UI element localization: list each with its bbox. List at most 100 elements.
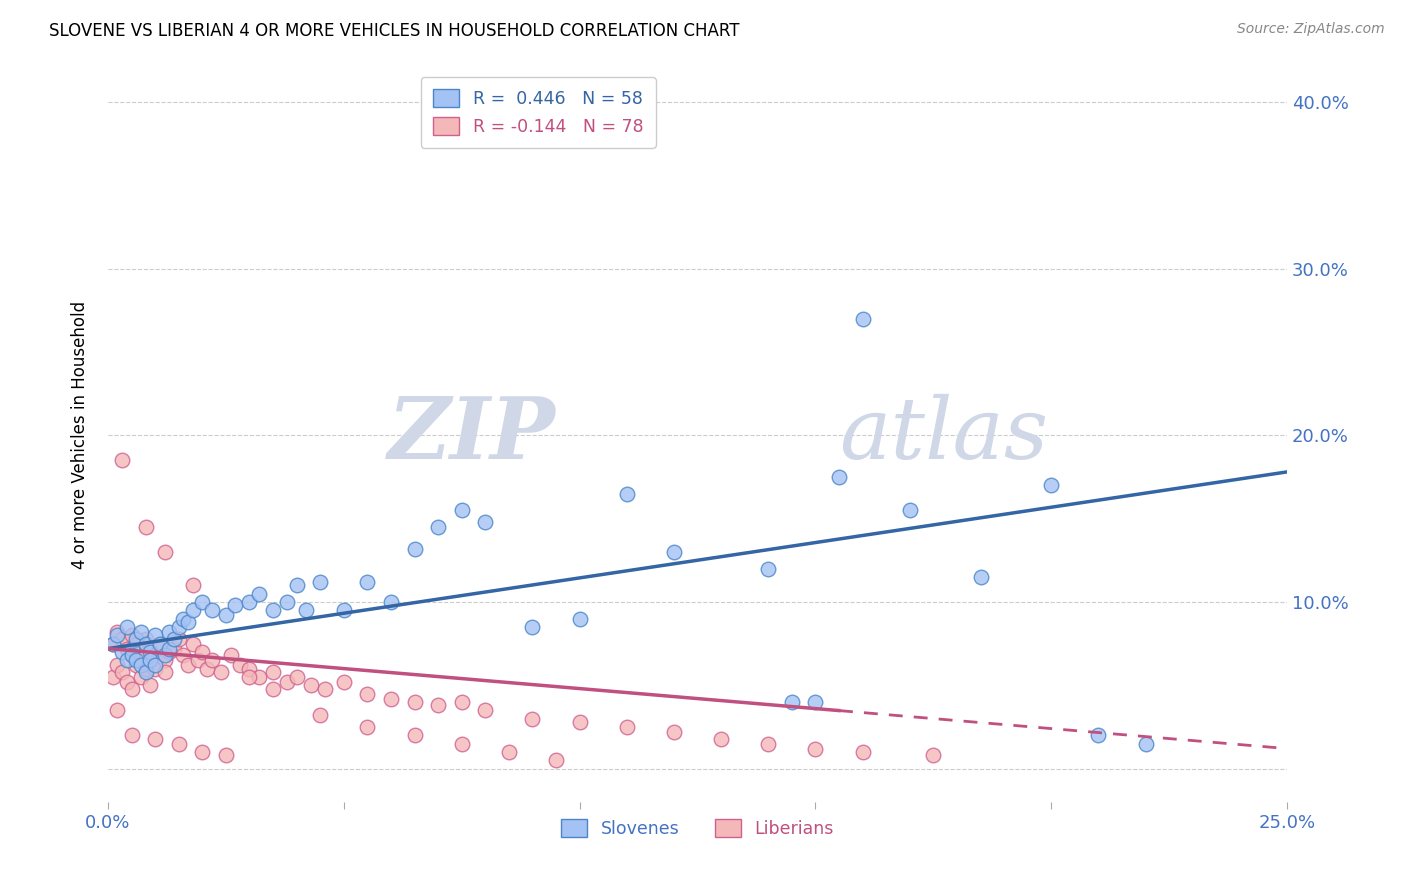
Point (181, 578, 204, 592)
Point (153, 545, 176, 559)
Point (143, 648, 166, 663)
Point (143, 628, 166, 642)
Point (450, 503, 472, 517)
Point (262, 603, 284, 617)
Point (201, 603, 224, 617)
Point (143, 731, 166, 746)
Point (215, 608, 238, 623)
Point (404, 541, 426, 556)
Point (333, 603, 356, 617)
Point (380, 595, 402, 609)
Point (121, 648, 143, 663)
Point (404, 728, 426, 742)
Point (172, 648, 194, 663)
Point (356, 574, 378, 589)
Point (163, 641, 186, 656)
Point (544, 753, 567, 767)
Point (662, 725, 685, 739)
Point (191, 595, 214, 609)
Point (309, 708, 332, 723)
Point (187, 653, 209, 667)
Point (143, 658, 166, 673)
Point (852, 745, 875, 759)
Point (201, 653, 224, 667)
Point (898, 503, 921, 517)
Legend: Slovenes, Liberians: Slovenes, Liberians (554, 812, 841, 845)
Point (780, 695, 803, 709)
Point (125, 636, 148, 650)
Point (262, 681, 284, 696)
Point (143, 662, 166, 676)
Point (177, 658, 200, 673)
Point (498, 745, 520, 759)
Point (111, 665, 134, 679)
Point (167, 632, 190, 646)
Point (115, 653, 138, 667)
Point (125, 658, 148, 673)
Point (616, 486, 638, 500)
Point (121, 641, 143, 656)
Point (285, 670, 308, 684)
Point (177, 615, 200, 629)
Point (522, 712, 544, 726)
Point (139, 641, 162, 656)
Point (276, 595, 298, 609)
Point (111, 453, 134, 467)
Point (568, 714, 591, 729)
Point (828, 470, 851, 484)
Point (450, 695, 472, 709)
Point (139, 678, 162, 692)
Text: SLOVENE VS LIBERIAN 4 OR MORE VEHICLES IN HOUSEHOLD CORRELATION CHART: SLOVENE VS LIBERIAN 4 OR MORE VEHICLES I… (49, 22, 740, 40)
Point (149, 636, 172, 650)
Point (247, 670, 270, 684)
Point (522, 620, 544, 634)
Point (167, 620, 190, 634)
Point (215, 748, 238, 763)
Point (756, 737, 779, 751)
Point (299, 678, 322, 692)
Point (309, 574, 332, 589)
Point (129, 670, 152, 684)
Point (121, 681, 143, 696)
Point (356, 720, 378, 734)
Point (804, 741, 827, 756)
Point (121, 628, 143, 642)
Point (139, 653, 162, 667)
Point (285, 578, 308, 592)
Point (568, 611, 591, 625)
Point (804, 695, 827, 709)
Point (427, 698, 450, 713)
Point (129, 658, 152, 673)
Point (135, 520, 157, 534)
Point (153, 653, 176, 667)
Point (756, 561, 779, 575)
Point (129, 624, 152, 639)
Point (181, 603, 204, 617)
Point (163, 632, 186, 646)
Point (224, 599, 246, 613)
Point (333, 674, 356, 689)
Point (107, 703, 129, 717)
Point (115, 641, 138, 656)
Point (135, 636, 157, 650)
Point (191, 745, 214, 759)
Point (195, 662, 218, 676)
Point (167, 737, 190, 751)
Point (181, 636, 204, 650)
Point (157, 645, 180, 659)
Point (662, 545, 685, 559)
Point (262, 665, 284, 679)
Point (969, 570, 991, 584)
Point (852, 311, 875, 326)
Point (135, 662, 157, 676)
Point (121, 648, 143, 663)
Point (1135, 737, 1157, 751)
Point (135, 632, 157, 646)
Point (380, 691, 402, 706)
Point (276, 674, 298, 689)
Point (157, 641, 180, 656)
Point (450, 737, 472, 751)
Point (1040, 478, 1063, 492)
Point (153, 665, 176, 679)
Point (238, 662, 260, 676)
